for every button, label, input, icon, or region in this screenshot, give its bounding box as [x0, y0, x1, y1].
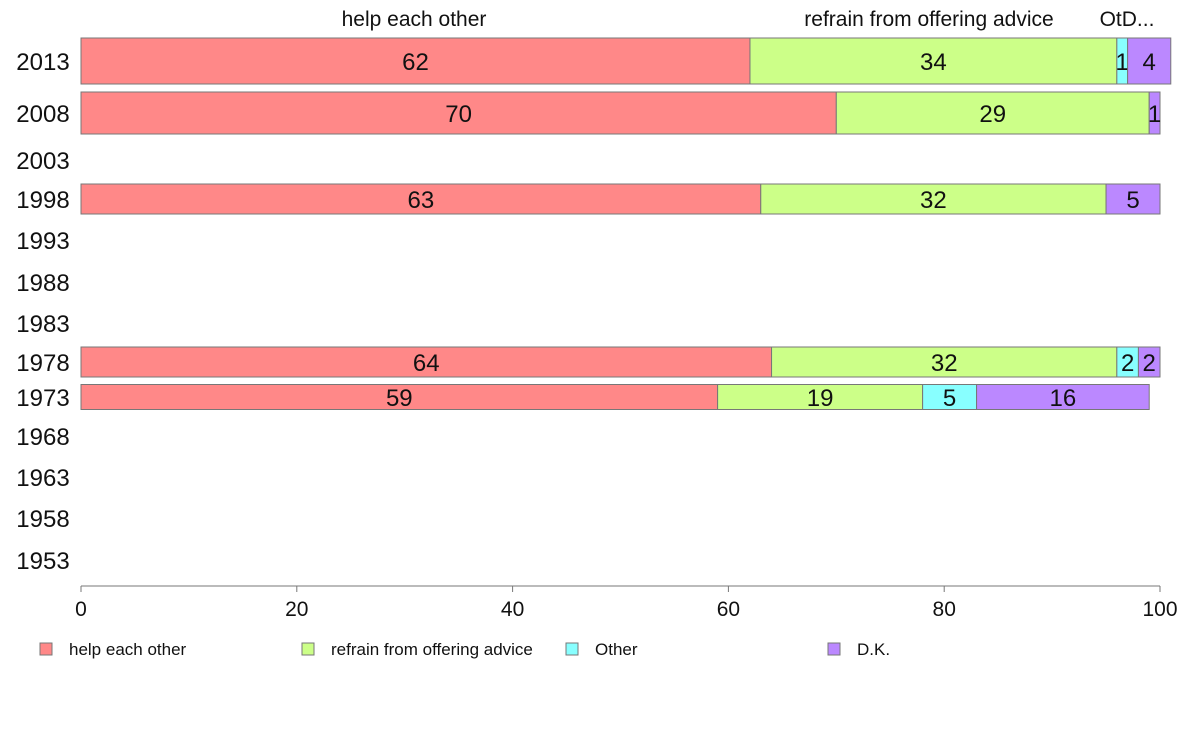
bar-label-2013-1: 34 [920, 49, 947, 76]
legend-swatch-2 [565, 642, 579, 656]
legend-swatch-3 [827, 642, 841, 656]
category-label-1993: 1993 [16, 228, 69, 255]
legend-label-3: D.K. [857, 640, 890, 659]
bar-1978-d-k- [1137, 346, 1161, 378]
bar-1978-help-each-other [80, 346, 773, 378]
bar-1998-help-each-other [80, 183, 762, 215]
bar-label-1978-0: 64 [413, 350, 440, 377]
category-label-1978: 1978 [16, 350, 69, 377]
category-label-1973: 1973 [16, 385, 69, 412]
category-label-2003: 2003 [16, 148, 69, 175]
top-segment-label-1: refrain from offering advice [804, 8, 1053, 31]
bar-label-1998-3: 5 [1126, 187, 1139, 214]
x-tick-label-0: 0 [75, 598, 87, 621]
x-tick-label-100: 100 [1142, 598, 1177, 621]
category-label-1953: 1953 [16, 548, 69, 575]
category-label-2013: 2013 [16, 49, 69, 76]
top-segment-label-2: OtD... [1100, 8, 1155, 31]
bar-1998-d-k- [1105, 183, 1161, 215]
bar-label-1998-1: 32 [920, 187, 947, 214]
x-tick-label-60: 60 [717, 598, 740, 621]
legend-label-2: Other [595, 640, 638, 659]
bar-2013-refrain-from-offering-advice [749, 37, 1118, 85]
bar-label-2013-0: 62 [402, 49, 429, 76]
bar-label-1973-3: 16 [1050, 385, 1077, 412]
legend-label-0: help each other [69, 640, 187, 659]
bar-label-1978-2: 2 [1121, 350, 1134, 377]
bar-label-1998-0: 63 [408, 187, 435, 214]
bar-1998-refrain-from-offering-advice [760, 183, 1107, 215]
category-label-1963: 1963 [16, 465, 69, 492]
bar-2008-d-k- [1148, 91, 1161, 135]
bar-label-1978-1: 32 [931, 350, 958, 377]
x-tick-label-20: 20 [285, 598, 308, 621]
category-label-1998: 1998 [16, 187, 69, 214]
x-tick-label-80: 80 [933, 598, 956, 621]
category-label-1983: 1983 [16, 311, 69, 338]
category-label-1968: 1968 [16, 424, 69, 451]
bar-label-2013-2: 1 [1116, 49, 1129, 76]
category-label-1958: 1958 [16, 506, 69, 533]
bar-2008-refrain-from-offering-advice [835, 91, 1150, 135]
bar-label-1973-1: 19 [807, 385, 834, 412]
bar-2013-help-each-other [80, 37, 751, 85]
bar-label-2008-0: 70 [445, 101, 472, 128]
legend-swatch-0 [39, 642, 53, 656]
bar-2013-d-k- [1127, 37, 1172, 85]
bar-1973-d-k- [976, 384, 1150, 410]
top-segment-label-0: help each other [342, 8, 487, 31]
category-label-1988: 1988 [16, 270, 69, 297]
bar-1973-refrain-from-offering-advice [717, 384, 924, 410]
bar-label-2008-1: 29 [979, 101, 1006, 128]
x-tick-label-40: 40 [501, 598, 524, 621]
bar-label-1973-0: 59 [386, 385, 413, 412]
category-label-2008: 2008 [16, 101, 69, 128]
bar-label-1973-2: 5 [943, 385, 956, 412]
legend-swatch-1 [301, 642, 315, 656]
bar-label-1978-3: 2 [1143, 350, 1156, 377]
bar-label-2008-3: 1 [1148, 101, 1161, 128]
legend-label-1: refrain from offering advice [331, 640, 533, 659]
bar-label-2013-3: 4 [1143, 49, 1156, 76]
